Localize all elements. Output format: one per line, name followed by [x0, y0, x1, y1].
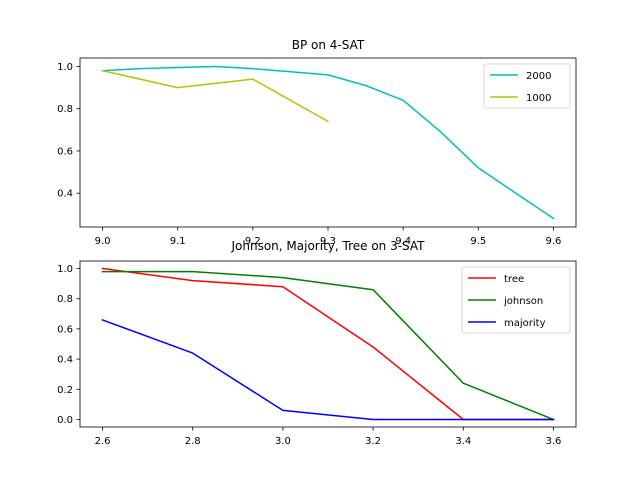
legend-box	[461, 266, 571, 334]
x-tick-label: 9.6	[546, 236, 562, 247]
lines-layer	[101, 267, 555, 421]
series-line-johnson	[101, 270, 555, 421]
axes-frame	[79, 260, 577, 428]
chart-title: Johnson, Majority, Tree on 3-SAT	[231, 239, 426, 253]
chart-bp-4sat: BP on 4-SAT 9.0 9.1 9.2 9.3 9.4 9.5 9.6 0.4 0.6 0…	[57, 38, 577, 247]
axes-frame	[79, 57, 577, 228]
y-tick-label: 0.2	[57, 385, 73, 396]
x-tick-label: 9.5	[470, 236, 486, 247]
x-tick-label: 2.6	[95, 436, 111, 447]
chart-title: BP on 4-SAT	[292, 38, 365, 52]
y-tick-label: 0.4	[57, 189, 73, 200]
x-tick-label: 3.4	[455, 436, 471, 447]
series-line-majority	[101, 318, 555, 421]
y-tick-label: 0.4	[57, 355, 73, 366]
legend-label: tree	[504, 274, 524, 285]
legend-label: 2000	[526, 71, 551, 82]
ticks-layer: 9.0 9.1 9.2 9.3 9.4 9.5 9.6 0.4 0.6 0.8 1.0	[57, 62, 561, 247]
y-tick-label: 1.0	[57, 264, 73, 275]
y-tick-label: 0.6	[57, 324, 73, 335]
x-tick-label: 9.2	[245, 236, 261, 247]
ticks-layer: 2.6 2.8 3.0 3.2 3.4 3.6 0.0 0.2 0.4 0.6 0.8 1.0	[57, 264, 561, 447]
x-tick-label: 9.4	[395, 236, 411, 247]
legend: tree johnson majority	[461, 266, 571, 334]
x-tick-label: 3.2	[365, 436, 381, 447]
x-tick-label: 2.8	[185, 436, 201, 447]
legend-label: johnson	[503, 296, 543, 307]
legend-label: 1000	[526, 93, 551, 104]
y-tick-label: 0.0	[57, 415, 73, 426]
x-tick-label: 9.0	[95, 236, 111, 247]
legend-label: majority	[504, 318, 546, 329]
lines-layer	[101, 65, 555, 220]
chart-johnson-majority-tree-3sat: 2.6 2.8 3.0 3.2 3.4 3.6 0.0 0.2 0.4 0.6 0.8 1.0 Joh…	[57, 239, 577, 447]
x-tick-label: 9.3	[320, 236, 336, 247]
series-line-1000	[101, 69, 330, 123]
x-tick-label: 3.6	[546, 436, 562, 447]
x-tick-label: 9.1	[170, 236, 186, 247]
y-tick-label: 0.8	[57, 294, 73, 305]
y-tick-label: 1.0	[57, 62, 73, 73]
legend: 2000 1000	[483, 63, 571, 109]
y-tick-label: 0.6	[57, 146, 73, 157]
y-tick-label: 0.8	[57, 104, 73, 115]
series-line-2000	[101, 65, 555, 220]
x-tick-label: 3.0	[275, 436, 291, 447]
